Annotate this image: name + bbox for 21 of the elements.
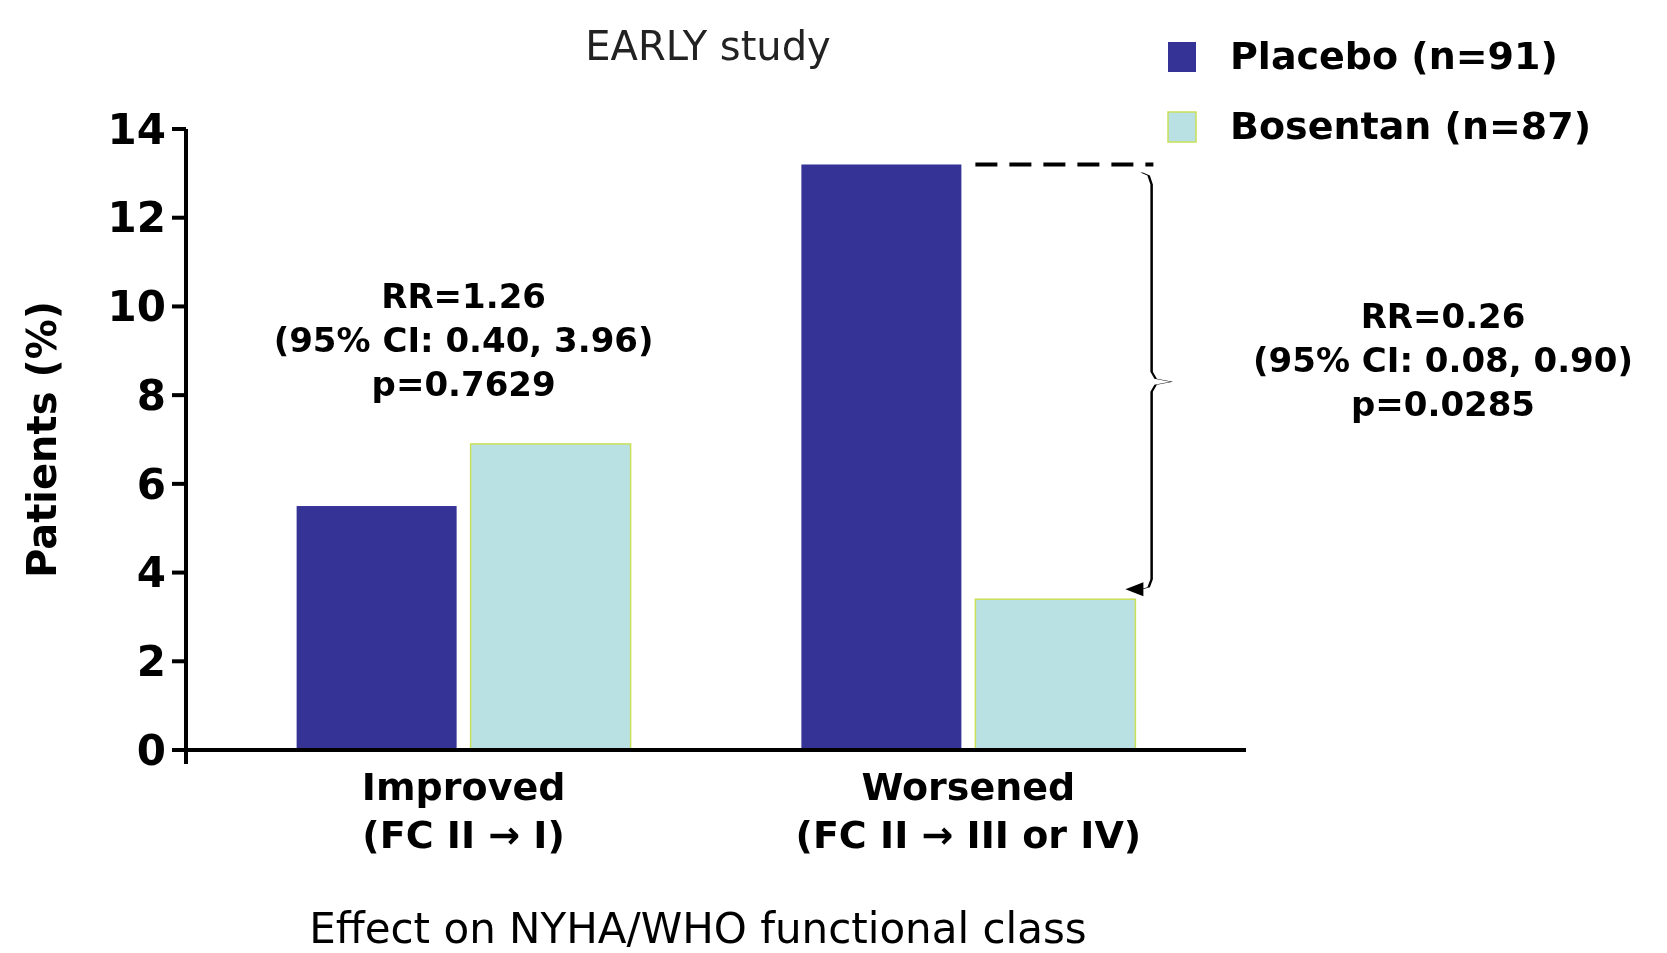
chart-title: EARLY study xyxy=(585,23,831,69)
y-tick-label: 8 xyxy=(136,370,166,420)
x-tick-label: Improved (FC II → I) xyxy=(361,765,566,857)
bar xyxy=(801,164,962,750)
y-tick-label: 0 xyxy=(136,725,166,775)
y-tick-label: 6 xyxy=(136,459,166,509)
legend-label: Placebo (n=91) xyxy=(1230,34,1558,79)
y-tick-label: 2 xyxy=(136,636,166,686)
bar xyxy=(469,443,632,751)
y-tick-label: 12 xyxy=(107,193,166,243)
y-axis-title: Patients (%) xyxy=(19,300,65,579)
annotation: RR=1.26 (95% CI: 0.40, 3.96) p=0.7629 xyxy=(273,276,654,404)
text: RR=0.26 (95% CI: 0.08, 0.90) p=0.0285 xyxy=(1253,296,1633,424)
y-tick-label: 14 xyxy=(107,104,166,154)
x-axis-title: Effect on NYHA/WHO functional class xyxy=(309,904,1087,953)
y-tick-label: 10 xyxy=(107,282,166,332)
bar xyxy=(974,598,1137,751)
x-tick-label: Worsened (FC II → III or IV) xyxy=(795,765,1142,857)
bar xyxy=(296,506,457,750)
y-tick-label: 4 xyxy=(136,548,166,598)
legend-label: Bosentan (n=87) xyxy=(1230,104,1592,149)
